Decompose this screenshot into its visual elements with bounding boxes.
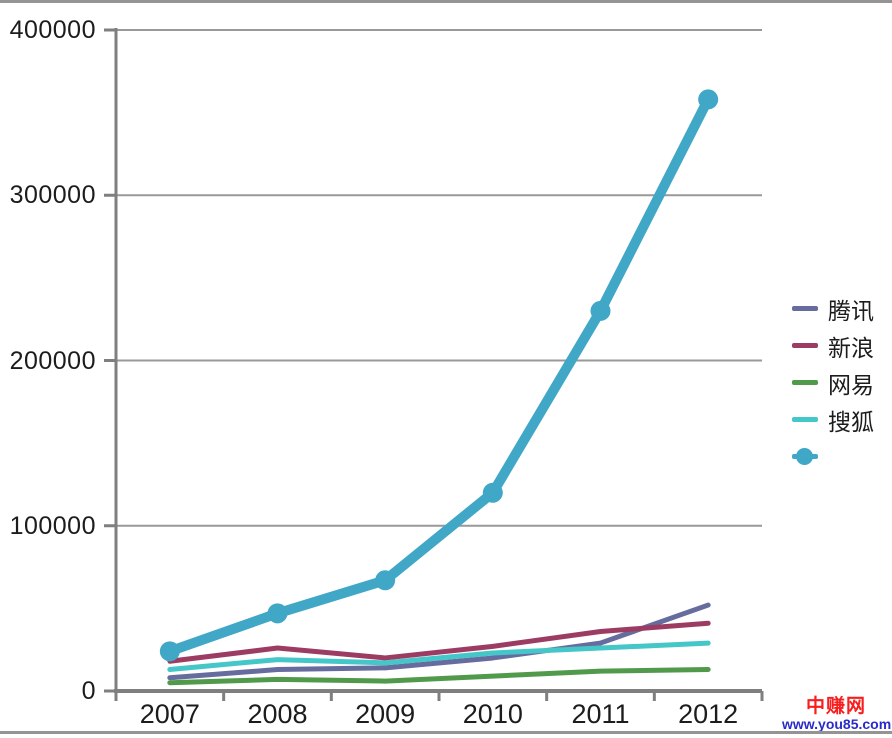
data-point-marker-highlight bbox=[159, 641, 180, 662]
line-series-highlight bbox=[164, 94, 714, 657]
x-axis-label: 2008 bbox=[247, 699, 308, 729]
x-axis-label: 2007 bbox=[139, 699, 200, 729]
data-point-marker-highlight bbox=[590, 300, 611, 321]
watermark: 中赚网 www.you85.com bbox=[782, 696, 892, 732]
chart-legend: 腾讯 新浪 网易 搜狐 bbox=[792, 290, 874, 475]
y-axis-label: 300000 bbox=[9, 181, 96, 210]
line-series-sina bbox=[167, 620, 711, 664]
legend-marker-highlight-icon bbox=[792, 448, 818, 465]
x-axis-label: 2009 bbox=[355, 699, 416, 729]
legend-item-highlight bbox=[792, 438, 874, 475]
x-axis-label: 2010 bbox=[462, 699, 523, 729]
bottom-border bbox=[0, 731, 892, 734]
legend-label-netease: 网易 bbox=[828, 371, 874, 398]
line-series-sohu bbox=[167, 640, 711, 673]
data-point-marker-highlight bbox=[375, 570, 396, 591]
line-series-tencent bbox=[167, 602, 711, 681]
legend-item-sina: 新浪 bbox=[792, 327, 874, 364]
y-axis-label: 400000 bbox=[9, 16, 96, 44]
watermark-url: www.you85.com bbox=[782, 715, 892, 732]
y-axis-label: 200000 bbox=[9, 346, 96, 375]
legend-item-tencent: 腾讯 bbox=[792, 290, 874, 327]
legend-label-sina: 新浪 bbox=[828, 334, 874, 361]
y-axis-label: 0 bbox=[81, 677, 96, 705]
y-axis-label: 100000 bbox=[9, 511, 96, 540]
legend-item-sohu: 搜狐 bbox=[792, 401, 874, 438]
legend-label-sohu: 搜狐 bbox=[828, 408, 874, 435]
x-axis-label: 2012 bbox=[678, 699, 739, 729]
legend-marker-netease-icon bbox=[792, 380, 818, 385]
legend-marker-tencent-icon bbox=[792, 306, 818, 311]
legend-dot-icon bbox=[796, 448, 813, 465]
line-series-netease bbox=[167, 667, 711, 686]
top-border bbox=[0, 0, 892, 3]
watermark-title: 中赚网 bbox=[805, 696, 866, 717]
data-point-marker-highlight bbox=[698, 89, 719, 110]
data-point-marker-highlight bbox=[482, 482, 503, 503]
data-point-marker-highlight bbox=[267, 603, 288, 624]
x-axis-label: 2011 bbox=[571, 699, 630, 729]
legend-marker-sohu-icon bbox=[792, 417, 818, 422]
legend-label-tencent: 腾讯 bbox=[828, 297, 874, 324]
legend-marker-sina-icon bbox=[792, 343, 818, 348]
legend-item-netease: 网易 bbox=[792, 364, 874, 401]
